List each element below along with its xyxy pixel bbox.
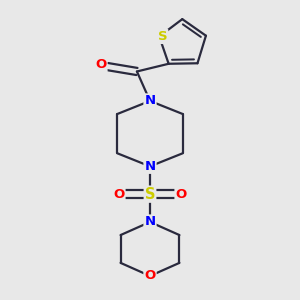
Text: N: N — [144, 94, 156, 107]
Text: N: N — [144, 215, 156, 229]
Text: O: O — [176, 188, 187, 201]
Text: O: O — [113, 188, 124, 201]
Text: S: S — [158, 30, 167, 43]
Text: O: O — [95, 58, 106, 71]
Text: S: S — [145, 187, 155, 202]
Text: O: O — [144, 269, 156, 283]
Text: N: N — [144, 160, 156, 173]
